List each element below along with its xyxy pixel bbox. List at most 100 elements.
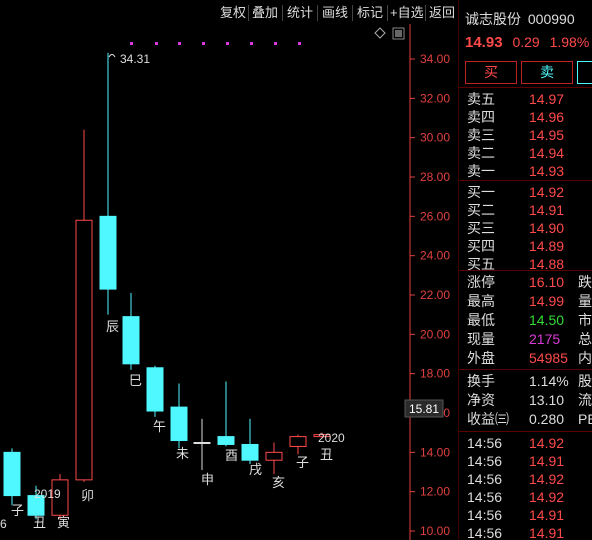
stock-price: 14.93	[465, 34, 503, 51]
candle-body	[75, 219, 93, 481]
marker-dot	[202, 42, 205, 45]
tick-row[interactable]: 14:56 14.92	[459, 488, 592, 506]
bid-row[interactable]: 买三 14.90	[459, 219, 592, 237]
candle-body	[3, 451, 21, 497]
price-axis-label: 18.00	[420, 367, 450, 381]
candle[interactable]	[99, 52, 117, 315]
candle[interactable]	[3, 448, 21, 506]
stats-value: 13.10	[529, 392, 565, 408]
stats-value: 0.280	[529, 411, 565, 427]
branch-label: 丑	[33, 516, 46, 531]
toolbar-overlay-button[interactable]: 叠加	[252, 5, 279, 20]
candle[interactable]	[193, 418, 211, 471]
candle[interactable]	[27, 485, 45, 520]
stock-change: 0.29	[512, 34, 540, 50]
branch-label: 寅	[57, 515, 70, 531]
buy-button[interactable]: 买	[465, 61, 517, 84]
marker-dot	[298, 42, 301, 45]
tick-row[interactable]: 14:56 14.91	[459, 524, 592, 540]
toolbar-add-watchlist-button[interactable]: +自选	[390, 5, 424, 20]
bid-row[interactable]: 买二 14.91	[459, 201, 592, 219]
toolbar-stats-button[interactable]: 统计	[287, 5, 314, 20]
ask-row[interactable]: 卖二 14.94	[459, 144, 592, 162]
price-axis-label: 28.00	[420, 170, 450, 184]
sell-button[interactable]: 卖	[521, 61, 573, 84]
stock-change-pct: 1.98%	[549, 34, 590, 50]
bid-row[interactable]: 买一 14.92	[459, 183, 592, 201]
quote-outer-row: 外盘 54985 内	[459, 349, 592, 367]
quote-value: 2175	[529, 331, 561, 347]
row-label: 14:56	[467, 453, 503, 469]
tick-row[interactable]: 14:56 14.92	[459, 434, 592, 452]
quote-value: 14.50	[529, 312, 565, 328]
tick-row[interactable]: 14:56 14.91	[459, 452, 592, 470]
ask-row[interactable]: 卖一 14.93	[459, 162, 592, 180]
stats-side-label: 流	[578, 392, 592, 408]
marker-dot	[178, 42, 181, 45]
row-price: 14.89	[529, 238, 565, 254]
candle[interactable]	[75, 129, 93, 482]
bid-row[interactable]: 买四 14.89	[459, 237, 592, 255]
candle-body	[193, 442, 211, 444]
stats-label: 净资	[467, 392, 495, 408]
bid-row[interactable]: 买五 14.88	[459, 255, 592, 273]
price-axis-label: 10.00	[420, 524, 450, 538]
candle-body	[122, 316, 140, 365]
toolbar-mark-button[interactable]: 标记	[357, 5, 384, 20]
ask-row[interactable]: 卖五 14.97	[459, 90, 592, 108]
stats-eps-row: 收益㈢ 0.280 PE	[459, 410, 592, 428]
candle[interactable]	[289, 434, 307, 455]
quote-label: 最高	[467, 293, 495, 309]
candle-body	[217, 436, 235, 445]
quote-value: 14.99	[529, 293, 565, 309]
ask-row[interactable]: 卖四 14.96	[459, 108, 592, 126]
ask-row[interactable]: 卖三 14.95	[459, 126, 592, 144]
toolbar-draw-line-button[interactable]: 画线	[322, 5, 349, 20]
marker-dot	[155, 42, 158, 45]
quote-last-volume-row: 现量 2175 总	[459, 330, 592, 348]
branch-label: 子	[296, 456, 309, 471]
extra-button[interactable]	[577, 61, 592, 84]
quote-panel: 诚志股份 000990 14.93 0.29 1.98% 买 卖 卖五 14.97…	[458, 0, 592, 540]
price-axis-label: 20.00	[420, 327, 450, 341]
year-label-2019: 2019	[34, 487, 61, 501]
quote-label: 现量	[467, 331, 495, 347]
price-axis-label: 14.00	[420, 445, 450, 459]
quote-side-label: 总	[578, 331, 592, 347]
candle[interactable]	[146, 365, 164, 417]
kline-chart-area[interactable]: 复权 叠加 统计 画线 标记 +自选 返回 34.00 32.00 30.00 28.…	[0, 0, 458, 540]
price-axis-label: 24.00	[420, 249, 450, 263]
row-price: 14.92	[529, 489, 565, 505]
candle[interactable]	[265, 442, 283, 474]
row-label: 买二	[467, 202, 495, 218]
tick-row[interactable]: 14:56 14.92	[459, 470, 592, 488]
stats-net-assets-row: 净资 13.10 流	[459, 391, 592, 409]
row-label: 14:56	[467, 525, 503, 540]
branch-label: 子	[11, 504, 24, 519]
toolbar-back-button[interactable]: 返回	[429, 5, 456, 20]
quote-side-label: 市	[578, 312, 592, 328]
candle[interactable]	[51, 473, 69, 520]
tick-row[interactable]: 14:56 14.91	[459, 506, 592, 524]
quote-high-row: 最高 14.99 量	[459, 292, 592, 310]
stock-title: 诚志股份 000990	[465, 9, 575, 29]
candle[interactable]	[122, 293, 140, 370]
row-price: 14.88	[529, 256, 565, 272]
candle[interactable]	[170, 383, 188, 449]
quote-low-row: 最低 14.50 市	[459, 311, 592, 329]
candle[interactable]	[313, 432, 331, 439]
candle[interactable]	[217, 381, 235, 447]
scroll-box-icon[interactable]	[392, 27, 405, 40]
marker-dot	[250, 42, 253, 45]
price-axis-label: 22.00	[420, 288, 450, 302]
quote-label: 最低	[467, 312, 495, 328]
candle[interactable]	[241, 418, 259, 465]
quote-value: 16.10	[529, 274, 565, 290]
toolbar-fuquan-button[interactable]: 复权	[220, 5, 247, 20]
candle-body	[99, 215, 117, 290]
stock-code: 000990	[527, 11, 575, 27]
branch-label: 辰	[106, 320, 119, 335]
diamond-indicator-icon[interactable]	[374, 27, 386, 39]
branch-label: 戌	[249, 463, 262, 478]
quote-side-label: 内	[578, 350, 592, 366]
